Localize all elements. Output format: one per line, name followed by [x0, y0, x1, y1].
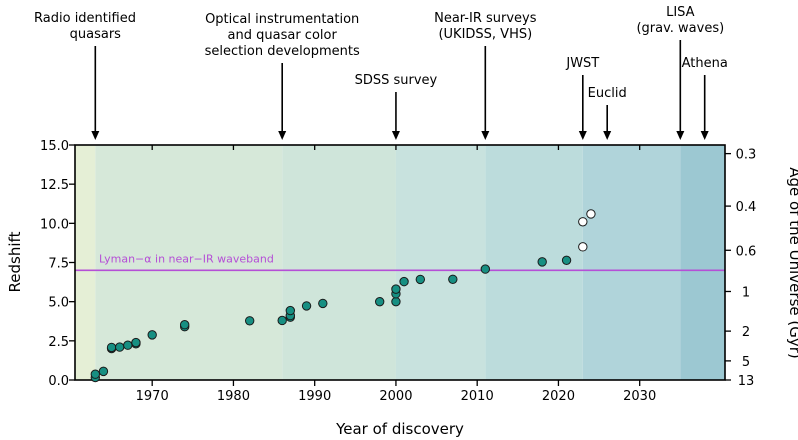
x-tick-label: 2010 [461, 389, 494, 404]
annotation-label: (grav. waves) [636, 21, 724, 36]
jwst-quasar-point [586, 209, 596, 219]
annotation-arrow-head [603, 131, 612, 140]
annotation-arrow-head [278, 131, 287, 140]
quasar-point [301, 301, 312, 311]
y-tick-label: 12.5 [40, 178, 69, 193]
right-tick-label: 0.3 [736, 148, 757, 163]
quasar-point [391, 296, 401, 307]
y-tick-label: 10.0 [40, 217, 69, 232]
annotation-arrow-head [578, 131, 587, 140]
lyman-alpha-line-group: Lyman−α in near−IR waveband [75, 252, 725, 272]
quasar-point [98, 366, 109, 377]
quasar-point [147, 330, 157, 340]
quasar-point [277, 315, 287, 326]
era-band [680, 145, 725, 380]
era-band [582, 145, 681, 380]
quasar-point [90, 369, 101, 379]
annotation-label: Radio identified [34, 11, 136, 26]
x-tick-label: 2030 [623, 389, 656, 404]
annotation-label: LISA [666, 5, 695, 20]
right-axis-ticks: 0.3 0.4 0.6 1 2 5 13 [725, 148, 756, 389]
right-tick-label: 0.4 [736, 200, 757, 215]
annotation-arrow-head [91, 131, 100, 140]
era-band [395, 145, 486, 380]
y-tick-label: 7.5 [48, 257, 69, 272]
jwst-quasar-point [578, 242, 588, 252]
quasar-point [114, 342, 125, 352]
annotation-label: Optical instrumentation [205, 12, 359, 27]
right-tick-label: 0.6 [736, 244, 757, 259]
y-axis-ticks: 0.0 2.5 5.0 7.5 10.0 12.5 15.0 [40, 139, 75, 389]
y-tick-label: 5.0 [48, 296, 69, 311]
x-tick-label: 2020 [542, 389, 575, 404]
quasar-point [285, 305, 296, 316]
x-tick-label: 1970 [136, 389, 169, 404]
annotation-arrow-head [391, 131, 400, 140]
quasar-point [179, 319, 190, 330]
y-tick-label: 2.5 [48, 335, 69, 350]
quasar-point [537, 257, 547, 267]
quasar-point [374, 296, 385, 307]
y-axis-label: Redshift [6, 231, 24, 292]
x-axis-ticks: 1970 1980 1990 2000 2010 2020 2030 [136, 145, 656, 404]
quasar-point [106, 342, 117, 353]
x-axis-label: Year of discovery [335, 420, 464, 438]
era-band [282, 145, 396, 380]
era-band [75, 145, 96, 380]
quasar-point [244, 316, 255, 326]
annotation-label: Near-IR surveys [434, 11, 537, 26]
lyman-alpha-label: Lyman−α in near−IR waveband [99, 252, 274, 265]
quasar-point [415, 274, 426, 285]
right-tick-label: 2 [742, 325, 750, 340]
annotation-arrow-head [481, 131, 490, 140]
jwst-quasar-point [578, 217, 588, 227]
data-points [90, 209, 596, 383]
annotation-label: quasars [70, 27, 122, 42]
quasar-point [561, 255, 572, 266]
era-bands [75, 145, 725, 380]
annotation-label: and quasar color [228, 28, 338, 43]
annotation-label: Euclid [588, 86, 627, 101]
quasar-point [131, 337, 141, 348]
right-tick-label: 5 [742, 355, 750, 370]
x-tick-label: 2000 [379, 389, 412, 404]
annotation-arrow-head [676, 131, 685, 140]
annotation-label: selection developments [205, 44, 360, 59]
quasar-point [123, 340, 133, 350]
x-tick-label: 1980 [217, 389, 250, 404]
annotation-label: (UKIDSS, VHS) [438, 27, 532, 42]
quasar-point [480, 264, 491, 274]
annotation-label: JWST [565, 56, 599, 71]
quasar-point [399, 276, 409, 287]
quasar-point [448, 274, 458, 284]
right-tick-label: 13 [738, 374, 755, 389]
y-tick-label: 15.0 [40, 139, 69, 154]
x-tick-label: 1990 [298, 389, 331, 404]
annotation-label: Athena [682, 56, 728, 71]
annotation-arrow-head [700, 131, 709, 140]
quasar-point [391, 284, 401, 294]
right-y-axis-label: Age of the Universe (Gyr) [786, 167, 798, 359]
quasar-point [318, 298, 328, 309]
annotation-label: SDSS survey [355, 73, 438, 88]
right-tick-label: 1 [742, 285, 750, 300]
y-tick-label: 0.0 [48, 374, 69, 389]
